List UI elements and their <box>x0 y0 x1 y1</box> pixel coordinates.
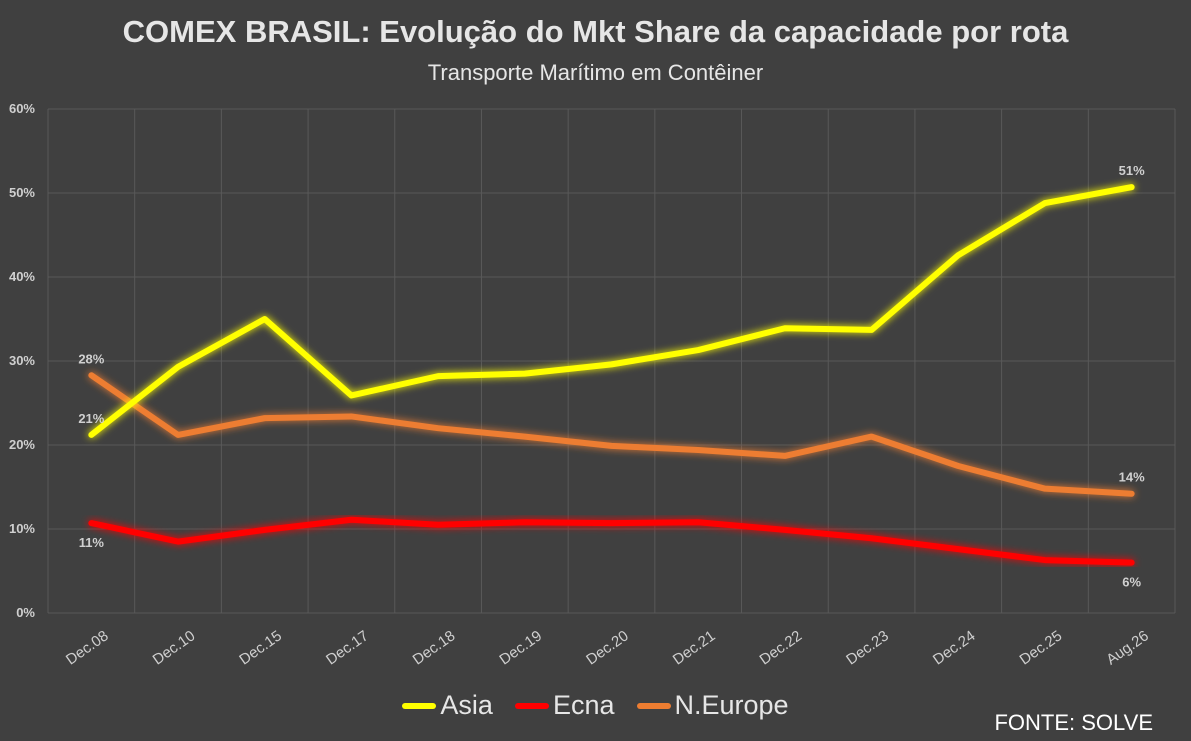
data-point-asia <box>89 433 93 437</box>
y-tick-label: 20% <box>9 437 35 452</box>
legend-label-ecna: Ecna <box>552 690 615 720</box>
source-note: FONTE: SOLVE <box>994 710 1153 735</box>
x-tick-label: Dec.18 <box>410 627 459 668</box>
grid <box>47 108 1176 614</box>
y-tick-label: 40% <box>9 269 35 284</box>
data-point-ecna <box>1130 561 1134 565</box>
data-label-asia: 21% <box>78 411 104 426</box>
series-line-asia <box>88 184 1135 438</box>
series-line-neurope <box>88 372 1135 497</box>
x-tick-label: Dec.22 <box>756 627 805 668</box>
x-tick-label: Dec.23 <box>843 627 892 668</box>
data-label-ecna: 11% <box>79 535 105 550</box>
data-point-neurope <box>89 373 93 377</box>
data-point-ecna <box>870 536 874 540</box>
y-tick-label: 50% <box>9 185 35 200</box>
data-point-neurope <box>436 426 440 430</box>
legend-item-ecna[interactable]: Ecna <box>514 690 615 721</box>
data-label-neurope: 28% <box>78 351 104 366</box>
legend-item-neurope[interactable]: N.Europe <box>636 690 789 721</box>
legend-item-asia[interactable]: Asia <box>402 690 493 721</box>
y-tick-label: 30% <box>9 353 35 368</box>
chart-subtitle: Transporte Marítimo em Contêiner <box>427 60 764 85</box>
legend-swatch-ecna <box>514 702 549 709</box>
x-tick-label: Dec.21 <box>670 627 719 668</box>
series-line-ecna <box>88 516 1135 566</box>
data-label-neurope: 14% <box>1119 470 1145 485</box>
data-point-asia <box>523 372 527 376</box>
data-point-ecna <box>1043 558 1047 562</box>
data-point-asia <box>436 374 440 378</box>
data-labels: 21% 51% 11% 6% 28% 14% <box>78 163 1145 589</box>
x-tick-label: Dec.19 <box>496 627 545 668</box>
x-tick-label: Dec.25 <box>1017 627 1066 668</box>
data-point-neurope <box>349 414 353 418</box>
data-point-ecna <box>783 528 787 532</box>
data-point-neurope <box>1130 492 1134 496</box>
data-point-neurope <box>176 433 180 437</box>
data-point-ecna <box>523 520 527 524</box>
data-label-asia: 51% <box>1119 163 1145 178</box>
data-point-asia <box>349 393 353 397</box>
data-point-asia <box>783 326 787 330</box>
data-point-ecna <box>176 540 180 544</box>
legend: Asia Ecna N.Europe <box>0 690 1191 721</box>
y-tick-label: 10% <box>9 521 35 536</box>
data-point-ecna <box>610 521 613 525</box>
data-point-asia <box>610 362 613 366</box>
data-point-neurope <box>1043 487 1047 491</box>
axes: 0% 10% 20% 30% 40% 50% 60% Dec.08 Dec.10 Dec.15 De… <box>9 101 1152 669</box>
legend-swatch-asia <box>402 702 437 709</box>
data-point-neurope <box>956 464 960 468</box>
data-point-neurope <box>263 416 267 420</box>
data-point-neurope <box>610 444 613 448</box>
y-tick-label: 60% <box>9 101 35 116</box>
x-tick-label: Dec.24 <box>930 627 979 668</box>
data-point-neurope <box>523 435 527 439</box>
data-point-ecna <box>956 547 960 551</box>
x-tick-label: Aug.26 <box>1103 627 1152 668</box>
data-point-ecna <box>436 523 440 527</box>
x-tick-label: Dec.08 <box>63 627 112 668</box>
data-point-neurope <box>783 454 787 458</box>
data-label-ecna: 6% <box>1122 575 1141 590</box>
data-point-ecna <box>263 528 267 532</box>
data-point-ecna <box>349 518 353 522</box>
data-point-neurope <box>696 448 700 452</box>
data-point-neurope <box>870 435 874 439</box>
data-point-ecna <box>89 521 93 525</box>
series-layer <box>88 184 1135 566</box>
data-point-asia <box>870 328 874 332</box>
data-point-asia <box>263 317 267 321</box>
data-point-asia <box>1130 185 1134 189</box>
data-point-asia <box>696 348 700 352</box>
chart-title: COMEX BRASIL: Evolução do Mkt Share da c… <box>122 14 1069 49</box>
x-tick-label: Dec.17 <box>323 627 372 668</box>
x-tick-label: Dec.20 <box>583 627 632 668</box>
y-tick-label: 0% <box>16 605 35 620</box>
x-tick-label: Dec.15 <box>236 627 285 668</box>
legend-label-neurope: N.Europe <box>674 690 789 720</box>
data-point-asia <box>956 253 960 257</box>
data-point-asia <box>176 365 180 369</box>
legend-label-asia: Asia <box>440 690 493 720</box>
legend-swatch-neurope <box>636 702 671 709</box>
x-tick-label: Dec.10 <box>150 627 199 668</box>
data-point-ecna <box>696 520 700 524</box>
data-point-asia <box>1043 201 1047 205</box>
